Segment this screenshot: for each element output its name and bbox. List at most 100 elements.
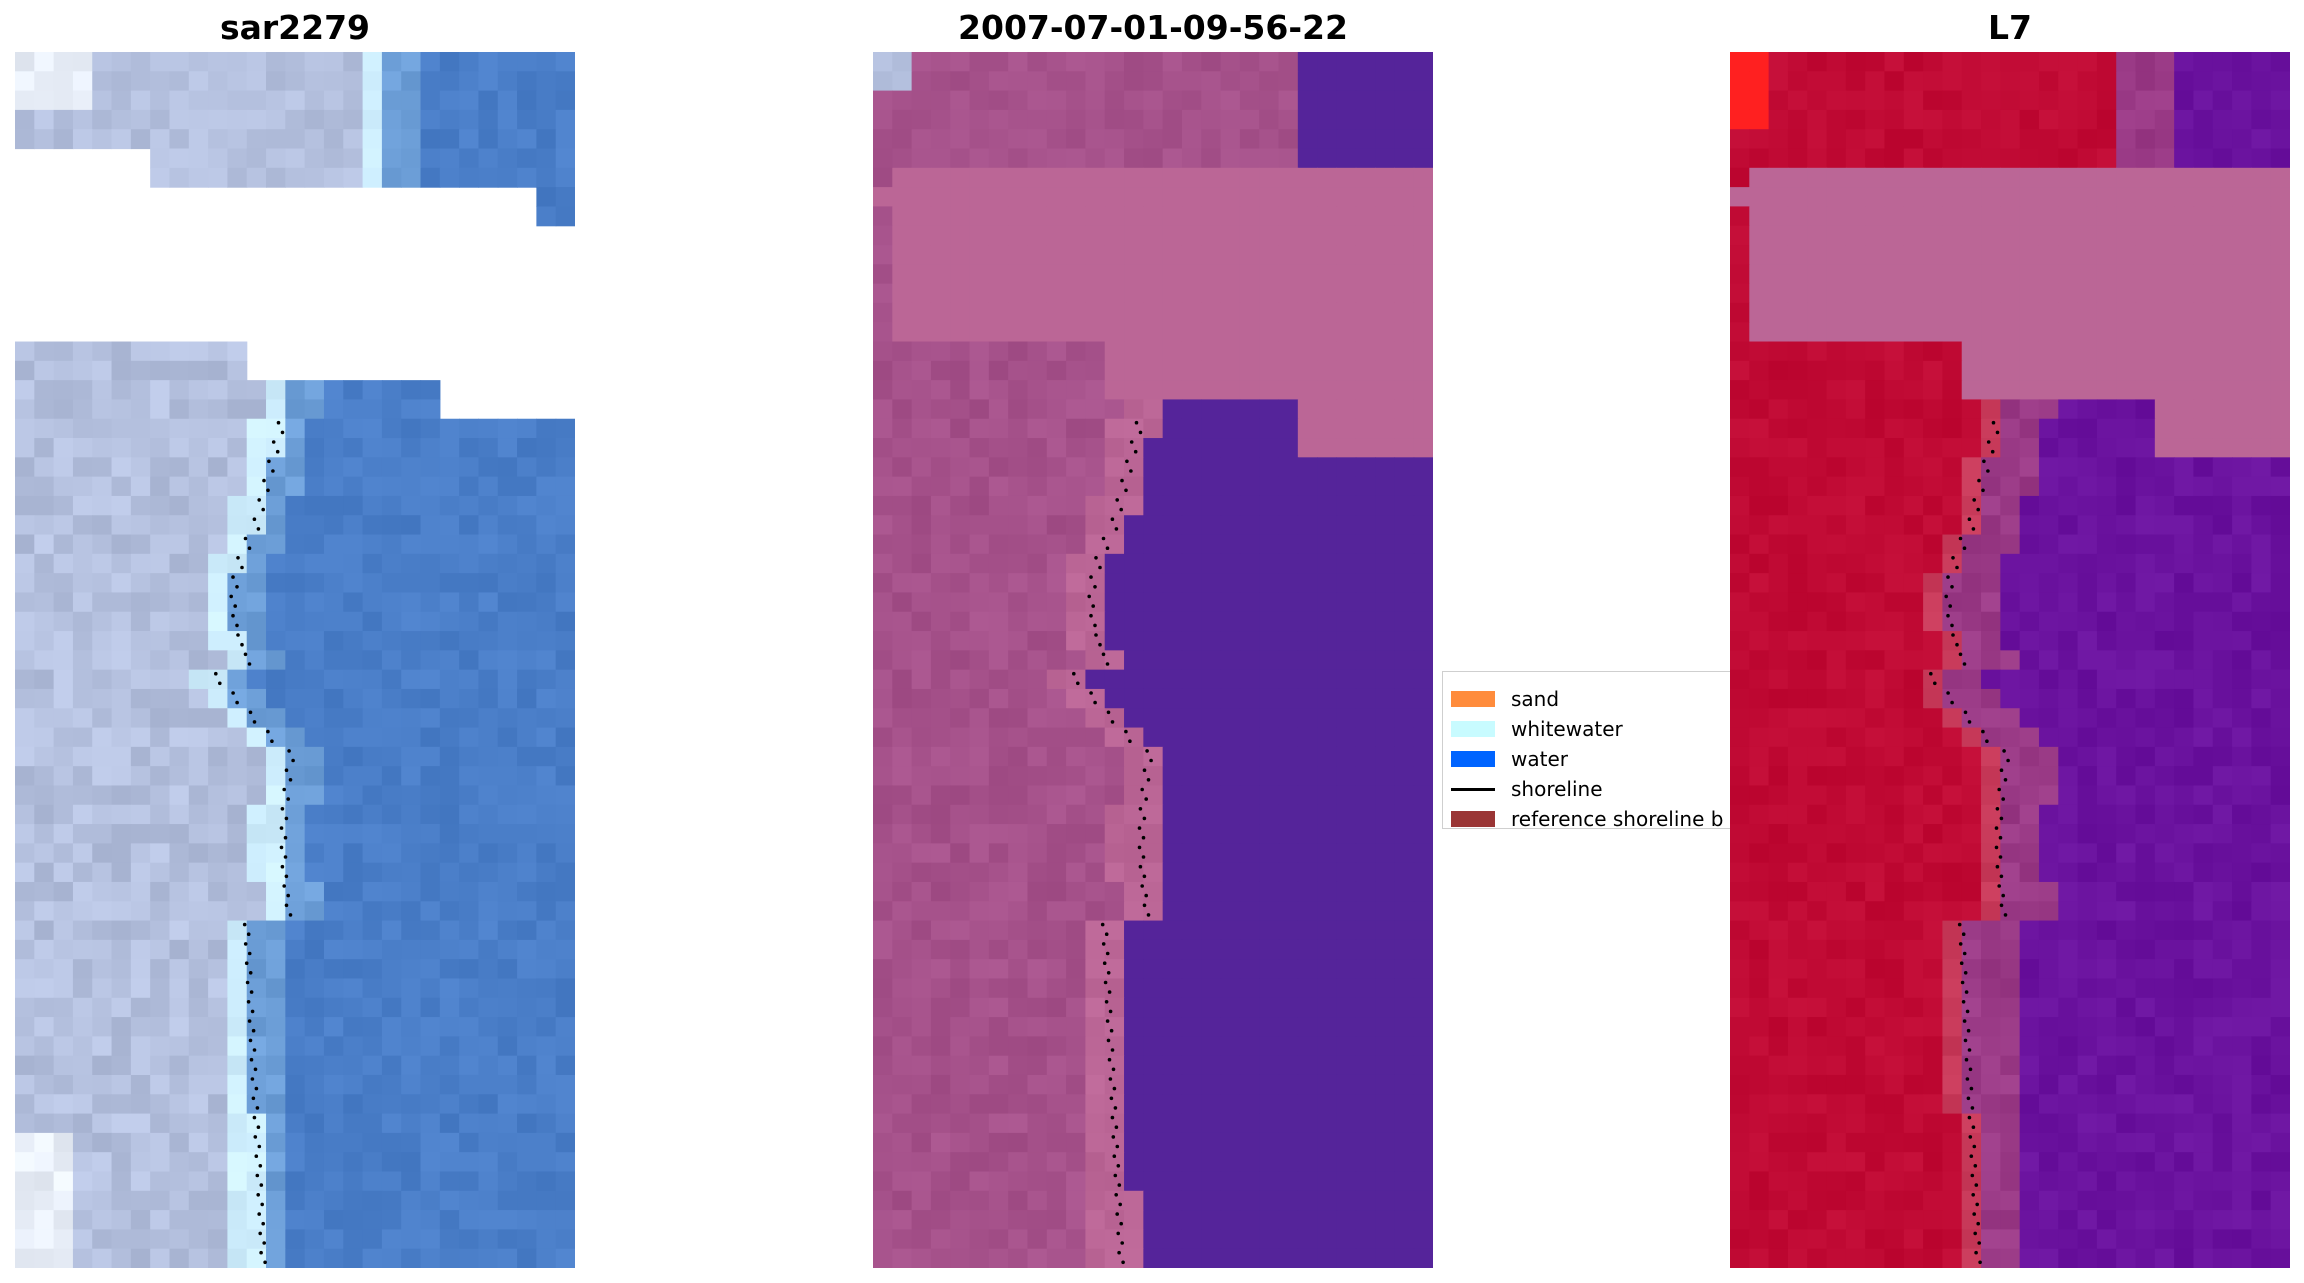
pixel xyxy=(1884,727,1905,748)
pixel xyxy=(2193,360,2214,381)
pixel xyxy=(1884,688,1905,709)
pixel xyxy=(2232,438,2252,458)
pixel xyxy=(517,862,537,883)
shoreline-point xyxy=(288,778,293,782)
pixel xyxy=(343,380,364,401)
pixel xyxy=(555,1210,575,1230)
pixel xyxy=(1942,959,1963,980)
pixel xyxy=(381,148,402,169)
pixel xyxy=(988,438,1009,458)
pixel xyxy=(1278,573,1299,594)
pixel xyxy=(1903,109,1924,130)
pixel xyxy=(1884,245,1905,265)
pixel xyxy=(1066,611,1087,632)
pixel xyxy=(1104,418,1125,439)
pixel xyxy=(381,1113,402,1134)
pixel xyxy=(1826,495,1847,516)
pixel xyxy=(555,978,575,999)
pixel xyxy=(873,1055,893,1076)
pixel xyxy=(1355,302,1376,323)
pixel xyxy=(362,515,383,536)
pixel xyxy=(150,495,171,516)
pixel xyxy=(1220,302,1241,323)
pixel xyxy=(1181,592,1202,613)
pixel xyxy=(1085,341,1106,362)
shoreline-point xyxy=(267,459,271,464)
pixel xyxy=(1239,534,1260,555)
pixel xyxy=(459,495,480,516)
pixel xyxy=(2077,901,2098,922)
pixel xyxy=(130,631,151,651)
pixel xyxy=(2193,302,2214,323)
pixel xyxy=(1124,573,1144,594)
pixel xyxy=(1104,959,1125,980)
pixel xyxy=(497,1055,518,1076)
pixel xyxy=(1027,881,1048,902)
pixel xyxy=(1162,573,1183,594)
pixel xyxy=(15,631,35,651)
pixel xyxy=(1085,1190,1106,1211)
pixel xyxy=(1008,920,1029,941)
pixel xyxy=(2058,920,2079,941)
pixel xyxy=(208,1036,229,1057)
pixel xyxy=(208,380,229,401)
pixel xyxy=(2270,109,2290,130)
pixel xyxy=(111,360,132,381)
pixel xyxy=(1317,534,1338,555)
pixel xyxy=(2174,688,2195,709)
pixel xyxy=(266,1132,286,1153)
pixel xyxy=(1201,746,1222,767)
pixel xyxy=(2019,418,2040,439)
pixel xyxy=(401,1094,422,1115)
pixel xyxy=(1066,1171,1087,1192)
pixel xyxy=(323,399,344,420)
pixel xyxy=(517,901,537,922)
pixel xyxy=(1181,688,1202,709)
pixel xyxy=(969,611,990,632)
pixel xyxy=(2232,148,2252,169)
pixel xyxy=(1923,766,1944,787)
pixel xyxy=(381,438,402,458)
pixel xyxy=(969,1210,990,1230)
pixel xyxy=(2000,418,2021,439)
pixel xyxy=(1903,129,1924,150)
pixel xyxy=(1961,843,1982,864)
pixel xyxy=(1066,1094,1087,1115)
pixel xyxy=(1317,90,1338,111)
pixel xyxy=(381,573,402,594)
pixel xyxy=(2154,457,2175,478)
pixel xyxy=(1181,380,1202,401)
pixel xyxy=(1297,978,1318,999)
shoreline-point xyxy=(1134,420,1139,425)
pixel xyxy=(988,71,1009,92)
pixel xyxy=(1066,457,1087,478)
pixel xyxy=(2251,129,2272,150)
pixel xyxy=(1066,766,1087,787)
pixel xyxy=(1008,148,1029,169)
pixel xyxy=(34,766,55,787)
pixel xyxy=(911,302,932,323)
pixel xyxy=(1220,457,1241,478)
pixel xyxy=(2058,688,2079,709)
pixel xyxy=(459,515,480,536)
pixel xyxy=(266,746,286,767)
pixel xyxy=(1336,341,1357,362)
pixel xyxy=(1884,650,1905,671)
pixel xyxy=(1749,1017,1770,1037)
pixel xyxy=(1162,1094,1183,1115)
pixel xyxy=(555,611,575,632)
pixel xyxy=(381,843,402,864)
pixel xyxy=(459,1074,480,1095)
pixel xyxy=(1066,1074,1087,1095)
pixel xyxy=(304,418,325,439)
pixel xyxy=(950,302,971,323)
pixel xyxy=(1085,302,1106,323)
pixel xyxy=(536,766,557,787)
pixel xyxy=(266,1094,286,1115)
pixel xyxy=(1807,824,1828,844)
pixel xyxy=(72,1113,93,1134)
pixel xyxy=(1787,187,1808,208)
pixel xyxy=(1884,52,1905,72)
pixel xyxy=(1259,650,1280,671)
pixel xyxy=(2116,322,2137,343)
